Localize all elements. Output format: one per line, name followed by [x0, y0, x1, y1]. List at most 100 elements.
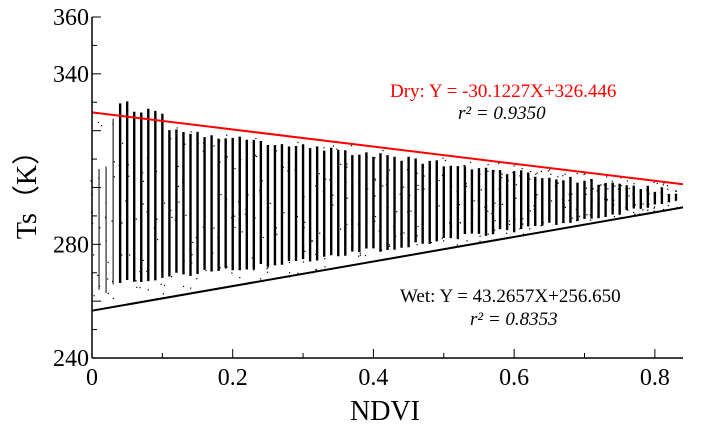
scatter-point	[409, 194, 411, 197]
scatter-point	[112, 280, 114, 283]
scatter-point	[456, 207, 458, 209]
scatter-point	[479, 240, 481, 242]
scatter-point	[642, 203, 644, 205]
scatter-point	[169, 141, 171, 143]
scatter-point	[569, 211, 571, 213]
scatter-point	[472, 208, 474, 210]
scatter-point	[261, 180, 263, 182]
scatter-point	[122, 142, 124, 144]
scatter-point	[294, 146, 297, 148]
scatter-point	[513, 165, 515, 167]
scatter-point	[428, 169, 431, 171]
scatter-point	[540, 225, 542, 227]
scatter-point	[302, 261, 305, 263]
x-tick-label: 0.6	[499, 365, 529, 391]
scatter-point	[203, 224, 205, 226]
scatter-point	[388, 244, 390, 246]
scatter-point	[428, 196, 430, 198]
scatter-point	[374, 220, 376, 222]
scatter-point	[382, 150, 384, 152]
scatter-point	[275, 227, 278, 229]
scatter-point	[332, 204, 334, 206]
scatter-point	[136, 286, 138, 288]
scatter-point	[322, 190, 324, 193]
scatter-point	[148, 250, 150, 252]
tick-labels: 240 280 340 360 0 0.2 0.4 0.6 0.8	[53, 5, 670, 391]
scatter-point	[304, 250, 306, 252]
scatter-point	[547, 170, 549, 172]
scatter-point	[226, 156, 228, 158]
axes	[91, 16, 683, 359]
scatter-point	[600, 184, 602, 186]
scatter-point	[606, 198, 608, 201]
scatter-point	[498, 188, 500, 190]
scatter-point	[550, 173, 552, 175]
scatter-point	[634, 213, 636, 215]
scatter-point	[126, 264, 128, 266]
scatter-point	[611, 180, 613, 182]
scatter-point	[288, 272, 291, 274]
scatter-point	[575, 208, 577, 210]
scatter-point	[171, 216, 173, 218]
scatter-point	[330, 252, 332, 254]
scatter-point	[267, 266, 269, 269]
scatter-point	[346, 163, 348, 165]
scatter-point	[170, 276, 173, 278]
scatter-point	[295, 233, 297, 235]
scatter-point	[226, 266, 228, 268]
scatter-point	[244, 213, 247, 215]
scatter-point	[667, 193, 669, 196]
scatter-point	[653, 207, 655, 209]
scatter-point	[160, 283, 162, 285]
scatter-point	[458, 203, 460, 206]
scatter-point	[421, 223, 423, 225]
scatter-point	[309, 187, 311, 190]
scatter-point	[177, 165, 179, 168]
scatter-point	[197, 142, 200, 145]
scatter-point	[107, 292, 109, 294]
scatter-point	[105, 216, 107, 219]
scatter-point	[522, 218, 524, 220]
scatter-point	[128, 175, 130, 177]
scatter-point	[423, 188, 425, 190]
scatter-point	[628, 195, 630, 197]
scatter-point	[422, 194, 424, 196]
scatter-point	[500, 221, 502, 223]
scatter-point	[403, 186, 405, 188]
scatter-point	[416, 172, 418, 174]
scatter-point	[668, 196, 670, 198]
scatter-point	[105, 202, 107, 204]
scatter-point	[589, 214, 591, 216]
scatter-point	[535, 197, 537, 199]
scatter-point	[407, 237, 409, 240]
scatter-point	[519, 175, 521, 177]
scatter-point	[484, 206, 486, 208]
scatter-point	[359, 254, 361, 256]
scatter-point	[550, 200, 553, 202]
scatter-point	[254, 154, 257, 157]
scatter-point	[219, 161, 221, 163]
scatter-point	[127, 164, 129, 166]
scatter-point	[479, 235, 481, 237]
scatter-point	[464, 165, 466, 167]
scatter-point	[620, 177, 622, 179]
scatter-point	[591, 199, 593, 201]
scatter-point	[302, 156, 304, 158]
scatter-point	[204, 215, 206, 217]
scatter-point	[275, 150, 277, 152]
scatter-point	[590, 179, 592, 181]
scatter-point	[288, 174, 290, 177]
scatter-point	[329, 179, 331, 181]
scatter-point	[568, 199, 570, 202]
x-tick-label: 0.8	[640, 365, 670, 391]
scatter-point	[142, 180, 144, 182]
scatter-point	[417, 184, 419, 187]
scatter-point	[374, 195, 376, 197]
scatter-point	[632, 193, 634, 195]
scatter-point	[529, 178, 531, 180]
scatter-point	[324, 258, 326, 260]
scatter-point	[442, 204, 445, 207]
scatter-point	[266, 268, 268, 270]
scatter-point	[266, 271, 269, 273]
